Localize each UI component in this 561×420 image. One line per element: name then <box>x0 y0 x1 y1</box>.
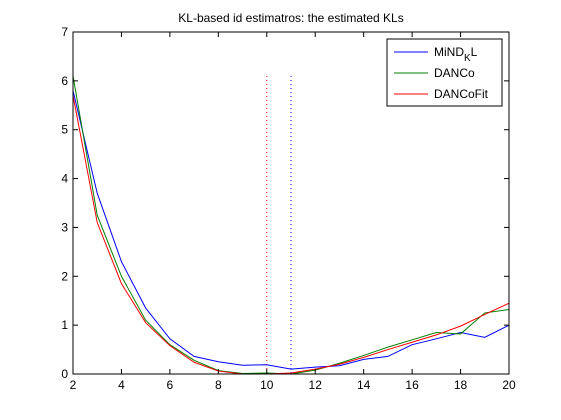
legend-label-0: MiNDKL <box>434 45 478 64</box>
y-tick-label: 0 <box>61 367 68 381</box>
x-tick-label: 16 <box>405 378 419 392</box>
x-tick-label: 4 <box>118 378 125 392</box>
y-tick-label: 7 <box>61 25 68 39</box>
x-tick-label: 6 <box>167 378 174 392</box>
x-tick-label: 20 <box>502 378 516 392</box>
x-tick-label: 8 <box>215 378 222 392</box>
x-tick-label: 2 <box>70 378 77 392</box>
legend-items: MiNDKL DANCo DANCoFit <box>394 45 489 101</box>
vertical-lines <box>266 75 292 374</box>
series-line-0 <box>72 90 510 370</box>
x-tick-label: 10 <box>260 378 274 392</box>
plot-frame <box>72 31 510 375</box>
y-tick-label: 3 <box>61 220 68 234</box>
y-tick-label: 2 <box>61 269 68 283</box>
x-tick-label: 18 <box>454 378 468 392</box>
y-tick-label: 4 <box>61 172 68 186</box>
legend-label-2: DANCoFit <box>434 87 489 101</box>
series-line-2 <box>72 95 510 375</box>
x-tick-label: 14 <box>357 378 371 392</box>
legend: MiNDKL DANCo DANCoFit <box>386 38 503 107</box>
y-tick-label: 5 <box>61 123 68 137</box>
legend-label-1: DANCo <box>434 66 475 80</box>
y-tick-label: 1 <box>61 318 68 332</box>
x-tick-label: 12 <box>309 378 323 392</box>
chart-title: KL-based id estimatros: the estimated KL… <box>178 11 403 25</box>
y-tick-label: 6 <box>61 74 68 88</box>
